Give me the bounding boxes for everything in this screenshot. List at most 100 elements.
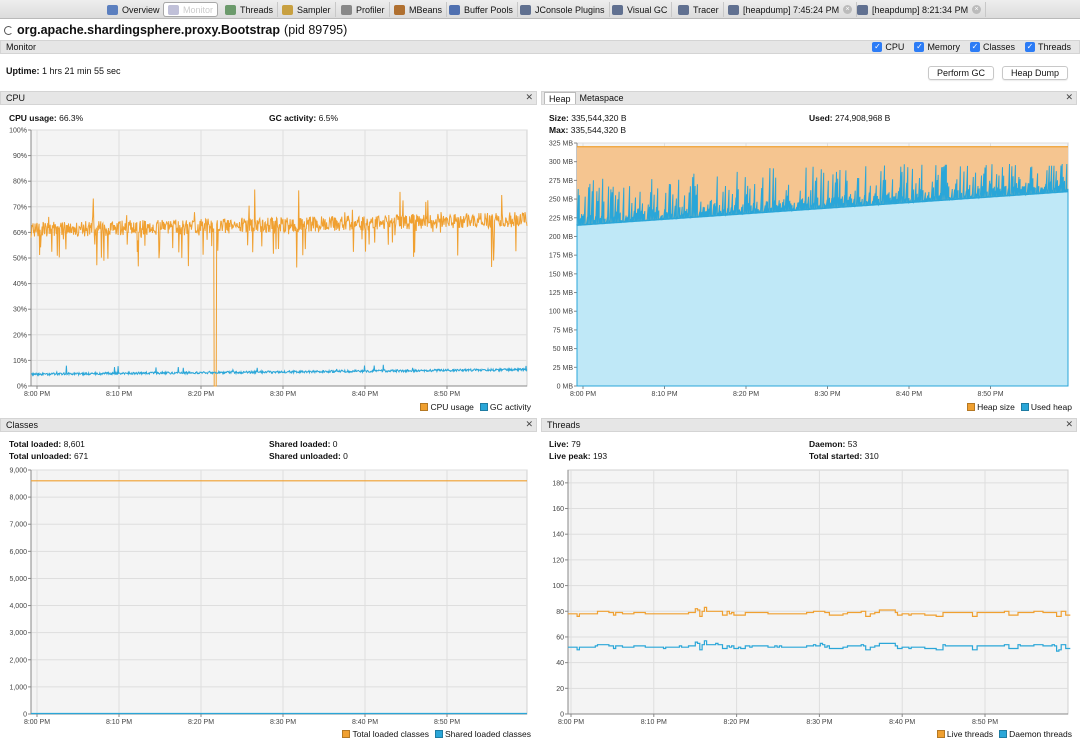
y-tick-label: 9,000: [9, 468, 27, 475]
x-tick-label: 8:50 PM: [434, 719, 460, 726]
x-tick-label: 8:10 PM: [106, 719, 132, 726]
live-threads-line: [568, 606, 1071, 617]
y-tick-label: 2,000: [9, 657, 27, 664]
y-tick-label: 80: [556, 609, 564, 616]
daemon-threads-legend: Daemon threads: [999, 729, 1072, 739]
x-tick-label: 8:40 PM: [896, 391, 922, 398]
monitor-header: Monitor ✓ CPU ✓ Memory ✓ Classes ✓ Threads: [0, 40, 1080, 54]
tab-jconsole-plugins[interactable]: JConsole Plugins: [516, 2, 610, 17]
tab-label: Threads: [240, 4, 274, 15]
x-tick-label: 8:40 PM: [889, 719, 915, 726]
y-tick-label: 160: [552, 506, 564, 513]
threads-panel-header: Threads ✕: [541, 418, 1077, 432]
cpu-legend: CPU usage GC activity: [420, 402, 531, 412]
y-tick-label: 20%: [13, 332, 27, 339]
x-tick-label: 8:50 PM: [972, 719, 998, 726]
threads-panel-title: Threads: [547, 420, 581, 430]
profiler-icon: [341, 4, 352, 15]
overview-icon: [107, 4, 118, 15]
cpu-panel-header: CPU ✕: [0, 91, 537, 105]
y-tick-label: 1,000: [9, 684, 27, 691]
y-tick-label: 100%: [9, 128, 27, 135]
y-tick-label: 25 MB: [553, 365, 574, 372]
y-tick-label: 60: [556, 634, 564, 641]
monitor-icon: [168, 4, 179, 15]
classes-checkbox[interactable]: ✓ Classes: [969, 42, 1015, 52]
close-icon[interactable]: ✕: [525, 92, 533, 102]
monitor-checkboxes: ✓ CPU ✓ Memory ✓ Classes ✓ Threads: [862, 42, 1071, 52]
uptime: Uptime: 1 hrs 21 min 55 sec: [6, 66, 121, 76]
daemon-stat: Daemon: 53: [809, 439, 858, 449]
cpu-checkbox[interactable]: ✓ CPU: [872, 42, 905, 52]
close-icon[interactable]: ✕: [1065, 92, 1073, 102]
perform-gc-button[interactable]: Perform GC: [928, 66, 995, 80]
cpu-panel-title: CPU: [6, 93, 26, 103]
tab-metaspace[interactable]: Metaspace: [579, 93, 624, 103]
threads-icon: [225, 4, 236, 15]
close-tab-icon[interactable]: ×: [843, 5, 853, 14]
tab-buffer-pools[interactable]: Buffer Pools: [445, 2, 518, 17]
y-tick-label: 7,000: [9, 522, 27, 529]
x-tick-label: 8:00 PM: [24, 391, 50, 398]
y-tick-label: 75 MB: [553, 327, 574, 334]
x-tick-label: 8:00 PM: [558, 719, 584, 726]
tab-label: Overview: [122, 4, 160, 15]
threads-legend: Live threads Daemon threads: [936, 729, 1072, 739]
tab-threads[interactable]: Threads: [221, 2, 279, 17]
uptime-value: 1 hrs 21 min 55 sec: [42, 66, 121, 76]
heap-dump-button[interactable]: Heap Dump: [1002, 66, 1069, 80]
tab-profiler[interactable]: Profiler: [337, 2, 390, 17]
y-tick-label: 20: [556, 686, 564, 693]
tab-label: Sampler: [297, 4, 331, 15]
close-icon[interactable]: ✕: [525, 419, 533, 429]
heap-size-legend: Heap size: [967, 402, 1015, 412]
y-tick-label: 300 MB: [549, 159, 573, 166]
tab-sampler[interactable]: Sampler: [278, 2, 336, 17]
x-tick-label: 8:40 PM: [352, 719, 378, 726]
plot-area: [30, 469, 528, 715]
buffer-pools-icon: [449, 4, 460, 15]
shared-loaded-stat: Shared loaded: 0: [269, 439, 338, 449]
process-pid: (pid 89795): [284, 23, 348, 37]
y-tick-label: 3,000: [9, 630, 27, 637]
y-tick-label: 40: [556, 660, 564, 667]
y-tick-label: 0%: [17, 384, 27, 391]
used-heap-area: [577, 191, 1068, 386]
total-started-stat: Total started: 310: [809, 451, 879, 461]
close-tab-icon[interactable]: ×: [972, 5, 982, 14]
gc-activity-legend: GC activity: [479, 402, 531, 412]
tab-label: MBeans: [409, 4, 443, 15]
close-icon[interactable]: ✕: [1065, 419, 1073, 429]
classes-legend: Total loaded classes Shared loaded class…: [342, 729, 531, 739]
plot-area: [567, 469, 1069, 715]
memory-checkbox[interactable]: ✓ Memory: [914, 42, 960, 52]
gc-activity-line: [30, 364, 528, 377]
x-tick-label: 8:00 PM: [24, 719, 50, 726]
cpu-usage-line: [30, 189, 528, 387]
shared-loaded-legend: Shared loaded classes: [434, 729, 531, 739]
threads-checkbox[interactable]: ✓ Threads: [1024, 42, 1071, 52]
tab-tracer[interactable]: Tracer: [674, 2, 724, 17]
classes-chart: 0 1,000 2,000 3,000 4,000 5,000 6,000 7,000 8,00…: [0, 462, 537, 727]
tab-heapdump-7-45-24-pm[interactable]: [heapdump] 7:45:24 PM ×: [724, 2, 858, 17]
tab-heap[interactable]: Heap: [544, 92, 576, 104]
x-tick-label: 8:50 PM: [977, 391, 1003, 398]
x-tick-label: 8:10 PM: [641, 719, 667, 726]
mbeans-icon: [394, 4, 405, 15]
tab-visual-gc[interactable]: Visual GC: [608, 2, 673, 17]
tab-mbeans[interactable]: MBeans: [390, 2, 448, 17]
heapdump-icon: [728, 4, 739, 15]
application-title: org.apache.shardingsphere.proxy.Bootstra…: [0, 21, 1080, 39]
x-tick-label: 8:10 PM: [651, 391, 677, 398]
y-tick-label: 120: [552, 557, 564, 564]
classes-panel-title: Classes: [6, 420, 39, 430]
tab-monitor[interactable]: Monitor: [163, 2, 219, 17]
tab-label: Monitor: [183, 4, 214, 15]
tab-heapdump-8-21-34-pm[interactable]: [heapdump] 8:21:34 PM ×: [853, 2, 987, 17]
y-tick-label: 325 MB: [549, 141, 573, 148]
y-tick-label: 200 MB: [549, 234, 573, 241]
y-tick-label: 5,000: [9, 576, 27, 583]
x-tick-label: 8:30 PM: [270, 391, 296, 398]
heap-max-stat: Max: 335,544,320 B: [549, 125, 627, 135]
tab-overview[interactable]: Overview: [103, 2, 165, 17]
